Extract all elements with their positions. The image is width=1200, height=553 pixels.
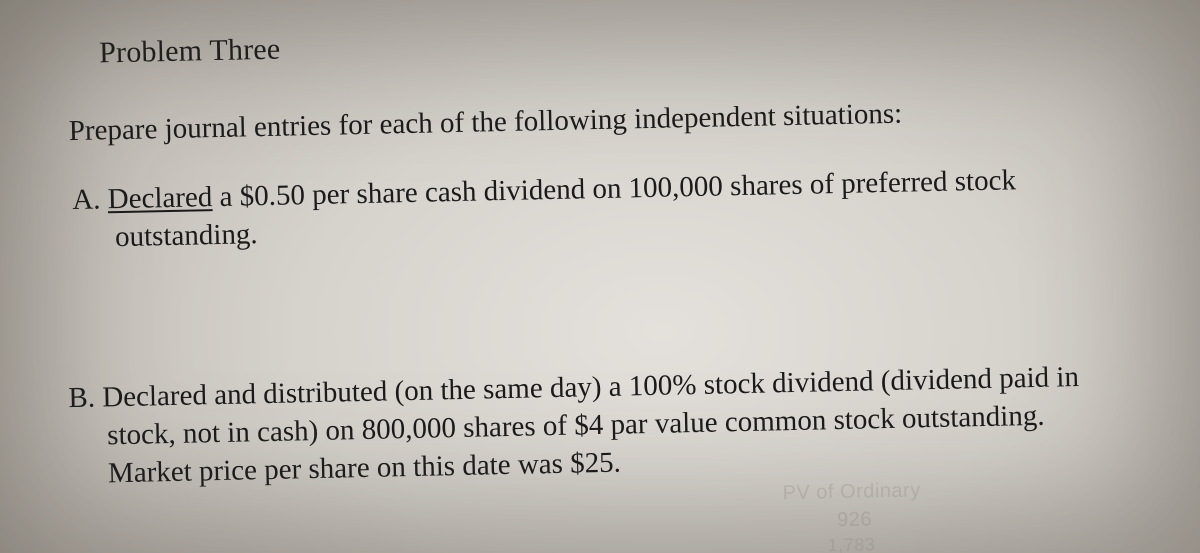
- item-b-marker: B.: [68, 381, 103, 414]
- ghost-text-2: 926: [837, 508, 872, 532]
- item-a: A. Declared a $0.50 per share cash divid…: [72, 159, 1113, 257]
- ghost-text-1: PV of Ordinary: [782, 479, 921, 505]
- item-a-marker: A.: [72, 183, 108, 216]
- problem-title: Problem Three: [99, 33, 281, 71]
- item-a-underlined: Declared: [107, 181, 212, 215]
- ghost-text-3: 1,783: [827, 534, 875, 553]
- page-surface: Problem Three Prepare journal entries fo…: [0, 0, 1200, 553]
- instruction-line: Prepare journal entries for each of the …: [69, 98, 903, 148]
- item-b: B. Declared and distributed (on the same…: [68, 356, 1162, 493]
